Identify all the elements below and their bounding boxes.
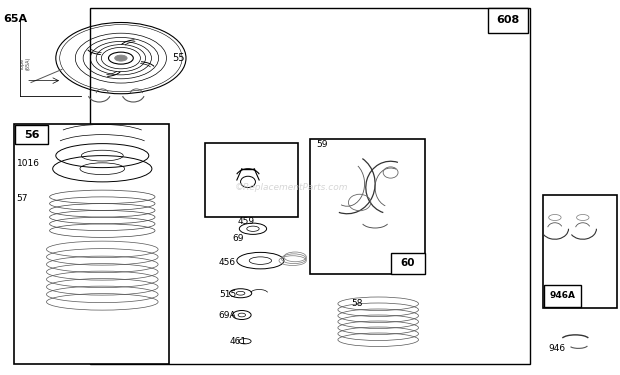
Text: 58: 58 [352, 298, 363, 307]
Bar [205, 142, 298, 218]
Text: 65A: 65A [3, 14, 27, 24]
Text: 608: 608 [497, 15, 520, 26]
Bar [391, 253, 425, 274]
Bar [16, 125, 48, 144]
Text: 69: 69 [232, 234, 244, 243]
Bar [544, 285, 581, 307]
Text: 59: 59 [316, 140, 328, 149]
Text: 461: 461 [229, 337, 247, 346]
Text: 60: 60 [401, 258, 415, 268]
Bar [542, 195, 617, 308]
Text: 456: 456 [219, 258, 236, 267]
Bar [90, 8, 530, 364]
Text: 459: 459 [237, 217, 255, 226]
Bar [14, 124, 169, 364]
Ellipse shape [115, 55, 127, 61]
Bar [198, 82, 313, 360]
Bar [310, 139, 425, 274]
Text: 515: 515 [219, 290, 236, 299]
Text: 55: 55 [172, 53, 185, 63]
Text: 56: 56 [24, 130, 40, 140]
Text: 1016: 1016 [17, 159, 40, 168]
Text: 69A: 69A [219, 310, 236, 320]
Bar [488, 8, 528, 33]
Text: ©ReplacementParts.com: ©ReplacementParts.com [234, 183, 348, 192]
Text: 946: 946 [549, 344, 566, 353]
Text: rope
(65A): rope (65A) [19, 57, 30, 70]
Text: 946A: 946A [549, 291, 575, 300]
Text: 57: 57 [17, 194, 29, 203]
